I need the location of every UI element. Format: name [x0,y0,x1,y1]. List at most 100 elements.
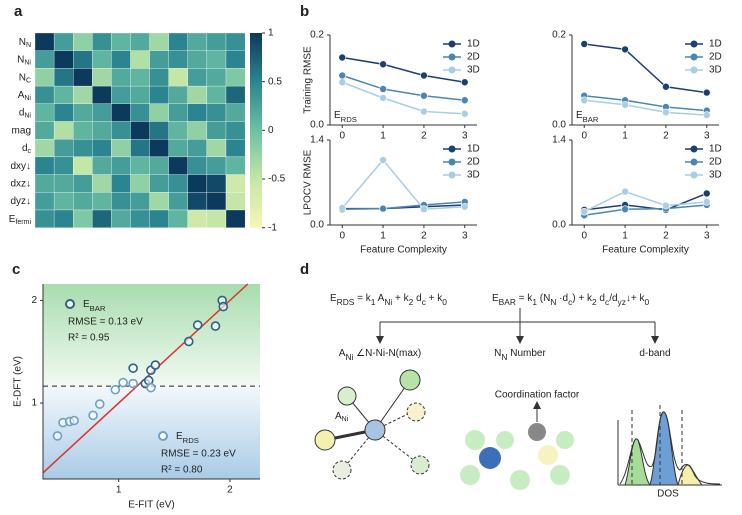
atom-label: ANi [335,411,349,424]
heatmap-cell [206,209,227,228]
point [702,189,711,198]
point [702,88,711,97]
colorbar-tick-label: 0.5 [268,76,282,87]
series-line [584,95,707,112]
heatmap-cell [187,192,208,211]
heatmap-cell [130,192,150,211]
heatmap-cell [168,103,188,122]
legend-label: 2D [709,52,722,63]
point [128,363,138,373]
background-lower [43,386,260,479]
legend-marker [690,66,698,74]
x-axis-label: Feature Complexity [360,245,447,256]
heatmap-cell [111,68,131,87]
text-segment: yz [618,297,626,307]
heatmap-cell [206,192,227,211]
point [379,156,387,164]
point [52,431,63,441]
text-segment: dxz↓ [10,178,31,189]
point [460,96,469,105]
heatmap-cell [34,85,55,104]
point [460,109,469,118]
y-axis-label: LPOCV RMSE [303,149,314,215]
text-segment: E [492,293,499,304]
legend-label: 3D [467,170,480,181]
row-label: dc [22,143,32,156]
heatmap-cell [149,192,169,211]
legend-label: 1D [467,39,480,50]
text-segment: ∠N-Ni-N(max) [353,348,421,359]
legend-label: EBAR [83,299,106,313]
point [580,207,589,216]
x-axis-label: E-FIT (eV) [128,500,174,511]
heatmap-cell [53,156,74,175]
series-line [342,74,465,101]
heatmap-cell [73,50,93,69]
text-segment: Ni [384,297,392,307]
branch-label: NN Number [494,348,546,363]
y-tick-label: 1.4 [310,135,324,146]
legend-label: 2D [709,157,722,168]
legend-label: 1D [467,144,480,155]
heatmap-cell [34,209,55,228]
text-segment: 0 [645,297,650,307]
text-segment: /d [609,293,617,304]
x-axis-label: Feature Complexity [602,245,689,256]
x-tick-label: 0 [339,231,345,242]
stat-label: R² = 0.95 [68,333,110,344]
text-segment: E [576,110,583,121]
point [338,204,347,212]
heatmap-cell [130,103,150,122]
heatmap-cell [187,139,208,158]
heatmap-cell [187,174,208,193]
axis-label: DOS [657,489,679,500]
row-label: dxz↓ [10,178,31,189]
text-segment: (N [537,293,550,304]
heatmap-cell [206,85,227,104]
row-label: Efermi [9,213,32,226]
heatmap-cell [92,85,112,104]
text-segment: A [375,293,384,304]
heatmap-cell [73,192,93,211]
heatmap-cell [225,209,246,228]
row-label: NN [19,36,31,49]
heatmap-cell [130,50,150,69]
y-axis-label: Training RMSE [303,46,314,114]
y-tick-label: 1.4 [552,135,566,146]
heatmap-cell [130,121,150,140]
text-segment: N [19,36,26,47]
colorbar-tick-label: 0 [268,125,274,136]
text-segment: Ni [342,416,349,423]
panel-label: c [12,261,20,278]
heatmap-cell [168,85,188,104]
heatmap-cell [187,103,208,122]
heatmap-cell [92,139,112,158]
row-label: ANi [18,90,32,103]
point [192,320,203,330]
heatmap-cell [111,192,131,211]
text-segment: 0 [442,297,447,307]
text-segment: N [17,54,24,65]
series-line [584,204,707,217]
heatmap-cell [53,50,74,69]
heatmap-cell [168,209,188,228]
legend-marker [65,299,75,309]
heatmap-cell [92,192,112,211]
heatmap-cell [225,174,246,193]
point [621,100,629,109]
point [338,71,347,80]
row-label: NNi [17,54,31,67]
point [379,204,387,213]
heatmap-cell [111,32,131,51]
heatmap-cell [187,32,208,51]
heatmap-cell [73,121,93,140]
text-segment: ↓+ k [626,293,646,304]
x-tick-label: 2 [663,131,669,142]
heatmap-cell [149,68,169,87]
text-segment: 1 [371,297,376,307]
text-segment: Number [507,348,546,359]
series-line [584,192,708,211]
heatmap-cell [130,68,150,87]
heatmap-cell [73,174,93,193]
